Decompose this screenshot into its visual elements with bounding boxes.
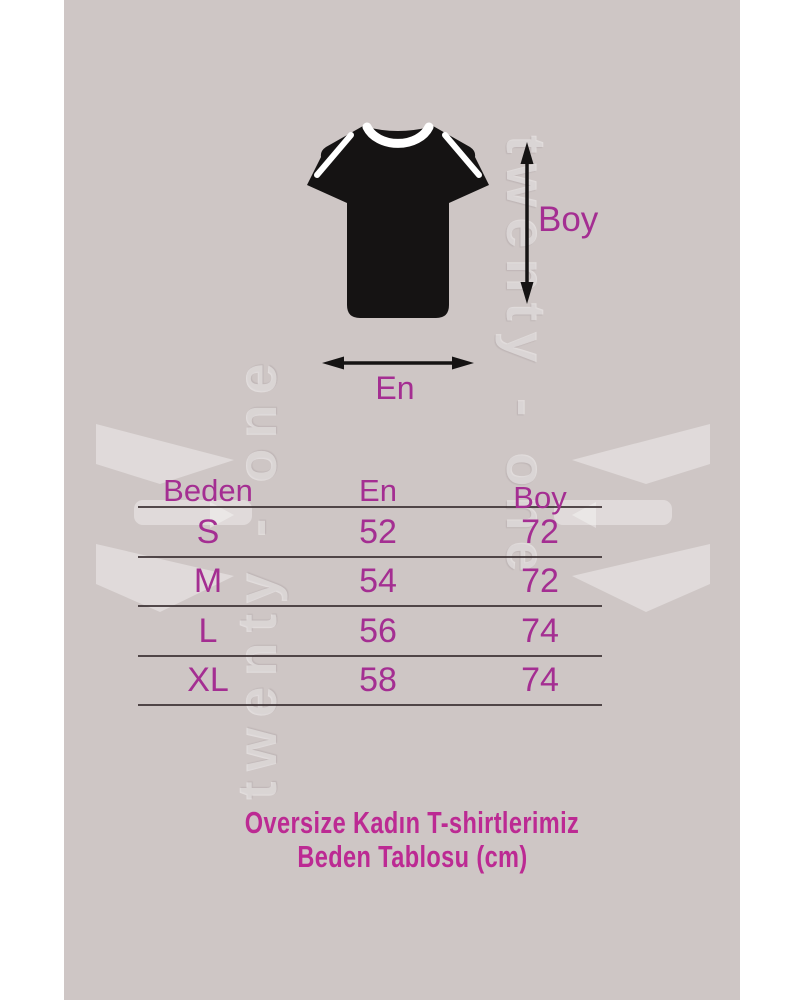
height-label: Boy	[538, 200, 599, 239]
chart-title-line2: Beden Tablosu (cm)	[296, 839, 528, 874]
width-label: En	[375, 370, 415, 406]
en-value: 58	[359, 661, 397, 700]
size-value: M	[193, 562, 223, 601]
table-row-l: L 56 74	[138, 607, 602, 657]
boy-value: 72	[521, 512, 559, 551]
chart-title-line1: Oversize Kadın T-shirtlerimiz	[244, 805, 580, 840]
size-table: Beden En Boy S 52 72 M 54 72 L 56 74 XL …	[138, 474, 602, 706]
table-row-xl: XL 58 74	[138, 657, 602, 706]
table-row-s: S 52 72	[138, 508, 602, 558]
boy-value: 72	[521, 562, 559, 601]
col-header-beden: Beden	[163, 472, 253, 508]
size-value: L	[198, 611, 218, 650]
width-arrow-icon	[322, 356, 474, 370]
en-value: 54	[359, 562, 397, 601]
boy-value: 74	[521, 661, 559, 700]
col-header-boy: Boy	[513, 479, 567, 515]
boy-value: 74	[521, 611, 559, 650]
chart-title: Oversize Kadın T-shirtlerimiz Beden Tabl…	[74, 806, 740, 874]
height-arrow-icon	[520, 142, 534, 304]
size-value: XL	[187, 661, 229, 700]
col-header-en: En	[359, 472, 397, 508]
size-chart-image: twenty - one twenty - one Boy En	[64, 0, 740, 1000]
size-value: S	[196, 512, 220, 551]
en-value: 52	[359, 512, 397, 551]
tshirt-icon	[307, 122, 489, 318]
en-value: 56	[359, 611, 397, 650]
table-header-row: Beden En Boy	[138, 472, 602, 513]
table-row-m: M 54 72	[138, 558, 602, 607]
